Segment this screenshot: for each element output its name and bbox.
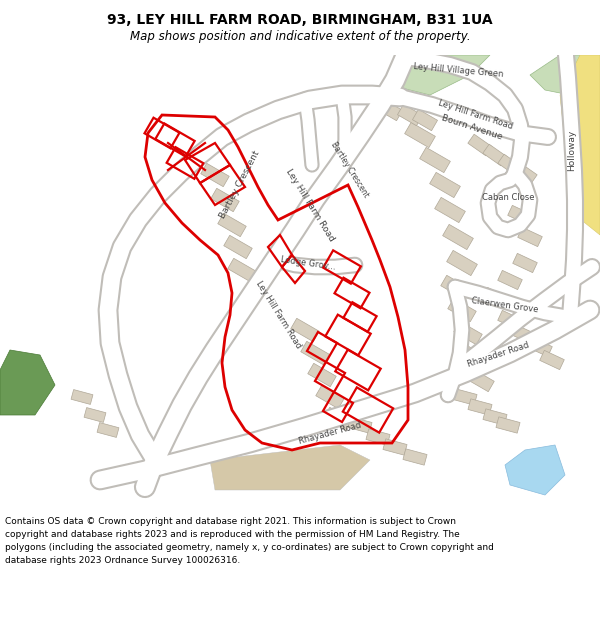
Polygon shape [301, 341, 329, 365]
Text: Rhayader Road: Rhayader Road [298, 421, 362, 446]
Polygon shape [441, 275, 469, 299]
Polygon shape [518, 228, 542, 247]
Polygon shape [0, 350, 55, 415]
Polygon shape [530, 55, 600, 95]
Text: Ley Hill Farm Road: Ley Hill Farm Road [437, 99, 514, 131]
Polygon shape [443, 224, 473, 249]
Polygon shape [468, 399, 492, 415]
Polygon shape [324, 408, 352, 431]
Text: Contains OS data © Crown copyright and database right 2021. This information is : Contains OS data © Crown copyright and d… [5, 517, 456, 526]
Polygon shape [377, 99, 403, 121]
Polygon shape [71, 389, 93, 404]
Polygon shape [419, 148, 451, 173]
Polygon shape [505, 445, 565, 495]
Polygon shape [224, 235, 252, 259]
Polygon shape [390, 55, 490, 95]
Polygon shape [483, 288, 507, 307]
Polygon shape [366, 429, 390, 445]
Text: Map shows position and indicative extent of the property.: Map shows position and indicative extent… [130, 30, 470, 43]
Polygon shape [211, 188, 239, 212]
Polygon shape [404, 122, 436, 148]
Polygon shape [496, 417, 520, 433]
Polygon shape [308, 363, 336, 387]
Polygon shape [430, 173, 460, 198]
Text: 93, LEY HILL FARM ROAD, BIRMINGHAM, B31 1UA: 93, LEY HILL FARM ROAD, BIRMINGHAM, B31 … [107, 13, 493, 27]
Polygon shape [483, 409, 507, 425]
Text: polygons (including the associated geometry, namely x, y co-ordinates) are subje: polygons (including the associated geome… [5, 543, 494, 552]
Polygon shape [412, 109, 437, 131]
Text: Rhayader Road: Rhayader Road [466, 341, 530, 369]
Polygon shape [513, 162, 537, 184]
Text: Claerwen Grove: Claerwen Grove [471, 296, 539, 314]
Text: Lodge Grov...: Lodge Grov... [280, 254, 336, 271]
Polygon shape [513, 326, 537, 344]
Text: Ley Hill Village Green: Ley Hill Village Green [413, 62, 503, 78]
Polygon shape [434, 198, 466, 222]
Polygon shape [466, 368, 494, 392]
Polygon shape [228, 258, 256, 282]
Polygon shape [498, 154, 522, 176]
Polygon shape [513, 253, 537, 272]
Polygon shape [448, 298, 476, 322]
Polygon shape [316, 385, 344, 409]
Polygon shape [483, 144, 507, 166]
Polygon shape [468, 134, 492, 156]
Text: Bartley Crescent: Bartley Crescent [329, 141, 371, 199]
Text: Caban Close: Caban Close [482, 192, 534, 201]
Polygon shape [84, 408, 106, 422]
Polygon shape [508, 206, 532, 224]
Polygon shape [348, 417, 372, 433]
Text: Ley Hill Farm Road: Ley Hill Farm Road [284, 167, 336, 243]
Polygon shape [291, 318, 319, 342]
Polygon shape [560, 55, 600, 235]
Polygon shape [498, 311, 522, 329]
Polygon shape [446, 251, 478, 276]
Polygon shape [454, 321, 482, 345]
Polygon shape [97, 422, 119, 437]
Polygon shape [403, 449, 427, 465]
Polygon shape [383, 439, 407, 455]
Text: Holloway: Holloway [568, 129, 577, 171]
Text: database rights 2023 Ordnance Survey 100026316.: database rights 2023 Ordnance Survey 100… [5, 556, 240, 565]
Polygon shape [498, 271, 522, 289]
Polygon shape [453, 389, 477, 405]
Text: Bourn Avenue: Bourn Avenue [440, 113, 503, 141]
Polygon shape [540, 351, 564, 369]
Text: Ley Hill Farm Road: Ley Hill Farm Road [254, 279, 302, 351]
Polygon shape [528, 338, 552, 357]
Polygon shape [218, 213, 246, 237]
Polygon shape [397, 104, 422, 126]
Text: Bartley Crescent: Bartley Crescent [218, 149, 262, 221]
Polygon shape [210, 445, 370, 490]
Text: copyright and database rights 2023 and is reproduced with the permission of HM L: copyright and database rights 2023 and i… [5, 530, 460, 539]
Polygon shape [461, 345, 489, 369]
Polygon shape [201, 163, 229, 187]
